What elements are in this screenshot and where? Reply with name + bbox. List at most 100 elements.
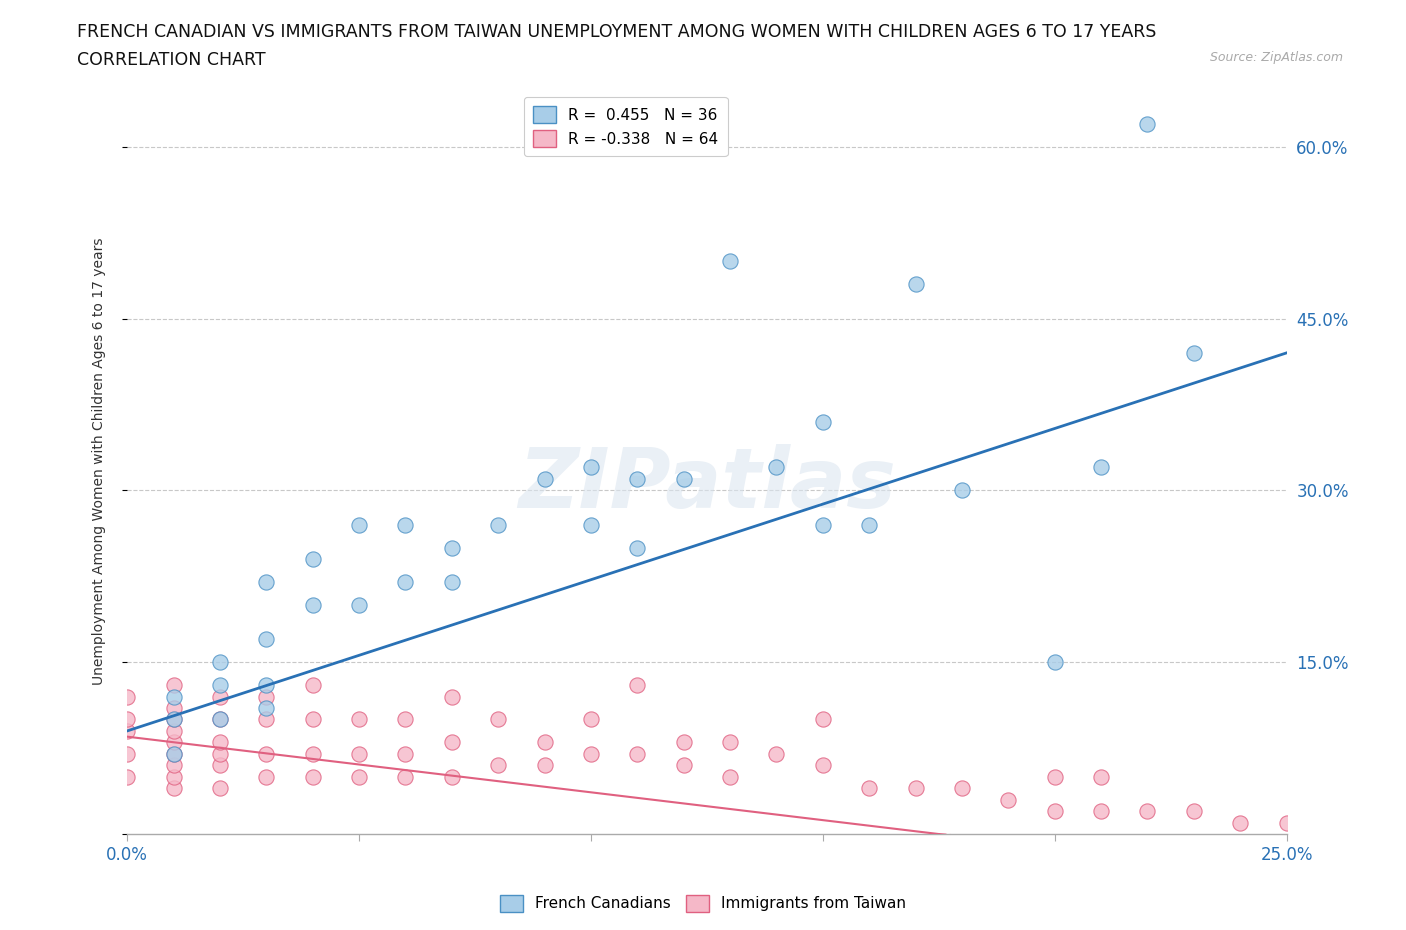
Text: CORRELATION CHART: CORRELATION CHART [77,51,266,69]
Point [162,700,184,715]
Text: FRENCH CANADIAN VS IMMIGRANTS FROM TAIWAN UNEMPLOYMENT AMONG WOMEN WITH CHILDREN: FRENCH CANADIAN VS IMMIGRANTS FROM TAIWA… [77,23,1157,41]
Y-axis label: Unemployment Among Women with Children Ages 6 to 17 years: Unemployment Among Women with Children A… [93,238,107,685]
Point [626,472,648,486]
Point [162,747,184,762]
Point [162,724,184,738]
Point [765,460,787,475]
Point [301,769,323,784]
Point [301,712,323,727]
Point [997,792,1019,807]
Text: ZIPatlas: ZIPatlas [517,444,896,525]
Point [440,689,463,704]
Point [347,712,370,727]
Point [254,575,277,590]
Point [440,540,463,555]
Point [394,747,416,762]
Point [950,781,973,796]
Point [579,460,602,475]
Point [394,575,416,590]
Point [301,597,323,612]
Point [394,769,416,784]
Point [208,758,231,773]
Point [1136,804,1159,818]
Point [301,551,323,566]
Point [626,747,648,762]
Point [162,747,184,762]
Point [208,689,231,704]
Point [208,735,231,750]
Point [486,758,509,773]
Point [347,747,370,762]
Point [301,747,323,762]
Point [1182,804,1205,818]
Point [904,277,927,292]
Point [162,712,184,727]
Point [208,747,231,762]
Point [904,781,927,796]
Point [718,254,741,269]
Point [254,678,277,693]
Point [162,781,184,796]
Point [115,712,138,727]
Point [811,758,834,773]
Point [394,517,416,532]
Point [858,781,880,796]
Point [440,575,463,590]
Point [440,769,463,784]
Point [162,769,184,784]
Point [347,769,370,784]
Point [626,678,648,693]
Point [162,678,184,693]
Legend: French Canadians, Immigrants from Taiwan: French Canadians, Immigrants from Taiwan [494,889,912,918]
Point [208,781,231,796]
Point [115,769,138,784]
Point [672,735,695,750]
Point [254,712,277,727]
Point [533,735,555,750]
Point [579,517,602,532]
Point [858,517,880,532]
Point [1090,804,1112,818]
Point [811,712,834,727]
Point [394,712,416,727]
Point [486,712,509,727]
Point [162,758,184,773]
Point [254,747,277,762]
Point [1043,769,1066,784]
Point [579,747,602,762]
Point [301,678,323,693]
Point [208,712,231,727]
Point [115,724,138,738]
Point [1090,460,1112,475]
Point [811,414,834,429]
Point [254,689,277,704]
Point [1136,116,1159,131]
Point [672,758,695,773]
Point [254,631,277,646]
Point [1043,804,1066,818]
Point [162,735,184,750]
Point [254,700,277,715]
Point [1182,345,1205,360]
Point [162,689,184,704]
Point [950,483,973,498]
Point [254,769,277,784]
Point [533,758,555,773]
Text: Source: ZipAtlas.com: Source: ZipAtlas.com [1209,51,1343,64]
Point [579,712,602,727]
Point [533,472,555,486]
Point [672,472,695,486]
Point [347,597,370,612]
Point [162,712,184,727]
Point [626,540,648,555]
Point [208,678,231,693]
Point [440,735,463,750]
Point [115,747,138,762]
Point [718,769,741,784]
Point [718,735,741,750]
Point [811,517,834,532]
Point [115,689,138,704]
Point [1275,816,1298,830]
Point [208,712,231,727]
Point [347,517,370,532]
